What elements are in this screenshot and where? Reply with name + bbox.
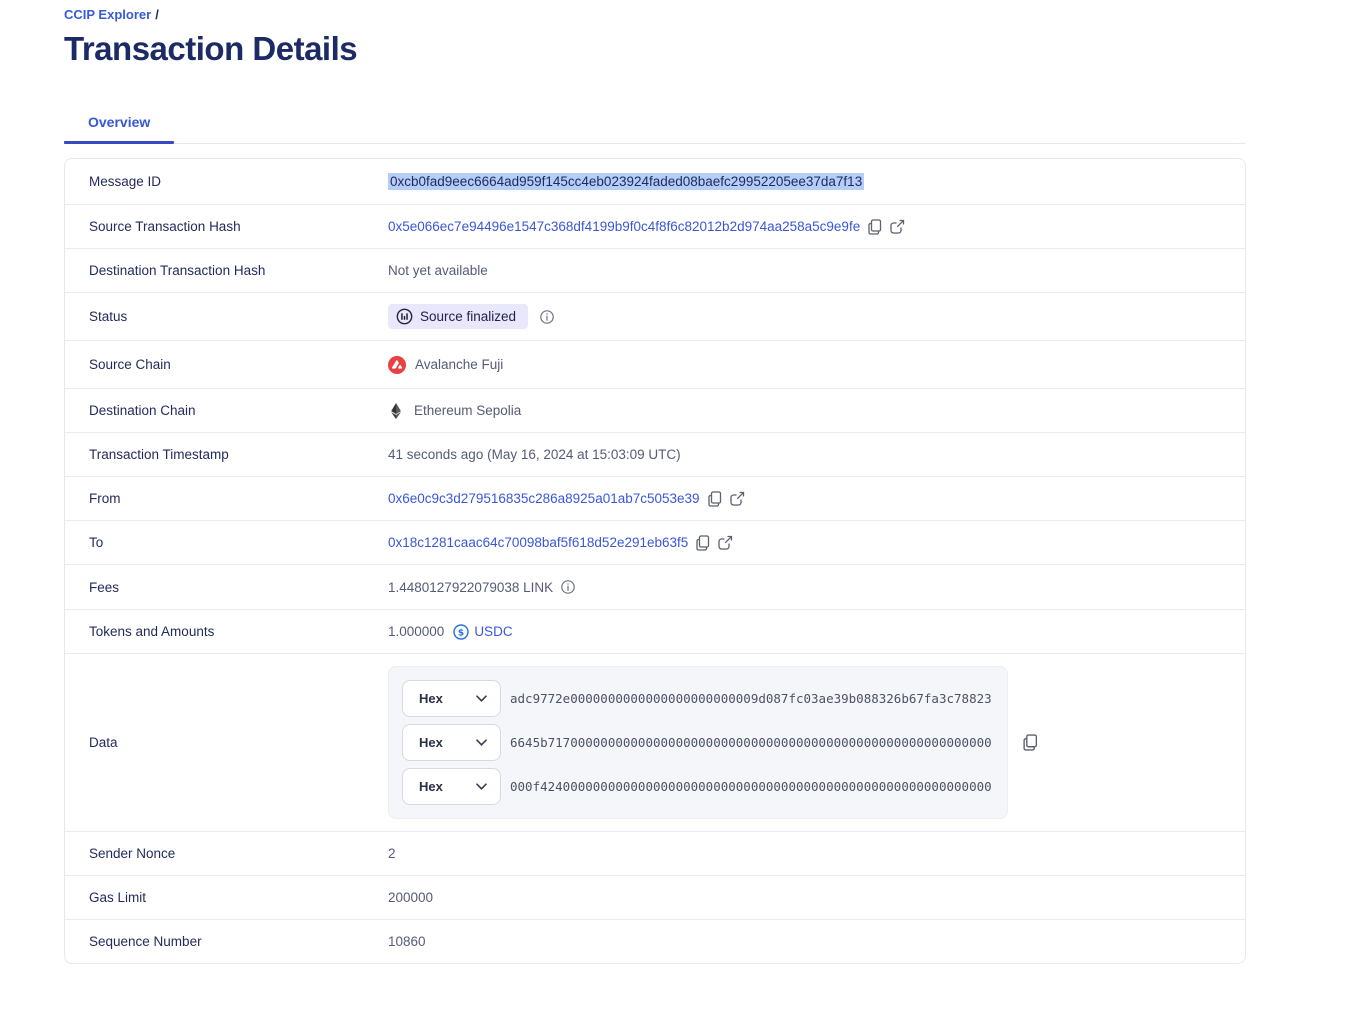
table-row-to: To 0x18c1281caac64c70098baf5f618d52e291e… (65, 520, 1245, 564)
external-link-icon[interactable] (729, 491, 745, 506)
data-line: Hex 000f42400000000000000000000000000000… (402, 768, 1007, 805)
breadcrumb-ccip-explorer-link[interactable]: CCIP Explorer (64, 7, 152, 22)
data-format-select[interactable]: Hex (402, 680, 501, 717)
breadcrumb: CCIP Explorer / (64, 7, 1246, 22)
status-badge-label: Source finalized (420, 309, 517, 324)
data-format-select[interactable]: Hex (402, 768, 501, 805)
usdc-icon: $ (453, 623, 470, 640)
row-label: Source Chain (89, 357, 171, 372)
ethereum-sepolia-icon (391, 402, 401, 419)
page-title: Transaction Details (64, 30, 358, 67)
copy-icon[interactable] (868, 218, 882, 235)
copy-icon[interactable] (1023, 734, 1038, 751)
row-label: Source Transaction Hash (89, 219, 241, 234)
sequence-number-value: 10860 (388, 934, 426, 949)
table-row-gas-limit: Gas Limit 200000 (65, 875, 1245, 919)
table-row-source-tx-hash: Source Transaction Hash 0x5e066ec7e94496… (65, 204, 1245, 248)
row-label: Sender Nonce (89, 846, 176, 861)
chevron-down-icon (476, 783, 487, 790)
data-format-select-value: Hex (419, 691, 443, 706)
table-row-from: From 0x6e0c9c3d279516835c286a8925a01ab7c… (65, 476, 1245, 520)
copy-icon[interactable] (696, 534, 710, 551)
external-link-icon[interactable] (890, 219, 905, 234)
row-label: Message ID (89, 174, 162, 189)
data-hex-line[interactable]: 000f424000000000000000000000000000000000… (510, 779, 992, 794)
row-label: Destination Chain (89, 403, 196, 418)
sender-nonce-value: 2 (388, 846, 396, 861)
data-format-select-value: Hex (419, 735, 443, 750)
data-hex-line[interactable]: adc9772e0000000000000000000000009d087fc0… (510, 691, 992, 706)
data-format-select-value: Hex (419, 779, 443, 794)
chevron-down-icon (476, 695, 487, 702)
status-progress-icon (396, 308, 413, 325)
dest-tx-hash-value: Not yet available (388, 263, 488, 278)
data-format-select[interactable]: Hex (402, 724, 501, 761)
row-label: Gas Limit (89, 890, 147, 905)
from-address-link[interactable]: 0x6e0c9c3d279516835c286a8925a01ab7c5053e… (388, 491, 700, 506)
table-row-fees: Fees 1.4480127922079038 LINK (65, 564, 1245, 609)
row-label: Sequence Number (89, 934, 202, 949)
token-amount: 1.000000 (388, 624, 445, 639)
tab-overview[interactable]: Overview (64, 108, 175, 144)
table-row-message-id: Message ID 0xcb0fad9eec6664ad959f145cc4e… (65, 159, 1245, 204)
transaction-details-table: Message ID 0xcb0fad9eec6664ad959f145cc4e… (64, 158, 1246, 964)
breadcrumb-separator: / (155, 7, 159, 22)
chevron-down-icon (476, 739, 487, 746)
table-row-status: Status Source finalized (65, 292, 1245, 340)
dest-chain-name: Ethereum Sepolia (414, 403, 522, 418)
source-chain-name: Avalanche Fuji (415, 357, 504, 372)
table-row-sequence-number: Sequence Number 10860 (65, 919, 1245, 963)
row-label: Status (89, 309, 128, 324)
row-label: Fees (89, 579, 120, 595)
table-row-sender-nonce: Sender Nonce 2 (65, 831, 1245, 875)
copy-icon[interactable] (707, 490, 722, 507)
table-row-data: Data Hex adc9772e00000000000000000000000… (65, 653, 1245, 831)
svg-text:$: $ (458, 628, 464, 638)
message-id-highlighted-text[interactable]: 0xcb0fad9eec6664ad959f145cc4eb023924fade… (388, 173, 865, 190)
table-row-source-chain: Source Chain Avalanche Fuji (65, 340, 1245, 388)
row-label: From (89, 491, 121, 506)
usdc-token-link[interactable]: $ USDC (453, 623, 513, 640)
fees-value: 1.4480127922079038 LINK (388, 579, 554, 595)
info-icon[interactable] (561, 580, 575, 594)
message-id-value: 0xcb0fad9eec6664ad959f145cc4eb023924fade… (388, 173, 865, 190)
row-label: Transaction Timestamp (89, 447, 229, 462)
row-label: Destination Transaction Hash (89, 263, 266, 278)
row-label: Data (89, 735, 118, 750)
table-row-dest-chain: Destination Chain Ethereum Sepolia (65, 388, 1245, 432)
data-hex-panel: Hex adc9772e0000000000000000000000009d08… (388, 666, 1008, 819)
gas-limit-value: 200000 (388, 890, 434, 905)
table-row-timestamp: Transaction Timestamp 41 seconds ago (Ma… (65, 432, 1245, 476)
transaction-details-page: CCIP Explorer / Transaction Details Overv… (64, 0, 1246, 964)
status-badge: Source finalized (388, 304, 529, 329)
timestamp-value: 41 seconds ago (May 16, 2024 at 15:03:09… (388, 447, 681, 462)
table-row-tokens: Tokens and Amounts 1.000000 $ USDC (65, 609, 1245, 653)
external-link-icon[interactable] (718, 535, 733, 550)
row-label: To (89, 535, 104, 550)
table-row-dest-tx-hash: Destination Transaction Hash Not yet ava… (65, 248, 1245, 292)
source-tx-hash-link[interactable]: 0x5e066ec7e94496e1547c368df4199b9f0c4f8f… (388, 219, 861, 234)
usdc-token-label: USDC (474, 624, 513, 639)
avalanche-fuji-icon (388, 355, 406, 374)
data-line: Hex adc9772e0000000000000000000000009d08… (402, 680, 1007, 717)
tab-bar: Overview (64, 108, 1246, 144)
info-icon[interactable] (540, 309, 554, 324)
data-hex-line[interactable]: 6645b71700000000000000000000000000000000… (510, 735, 992, 750)
to-address-link[interactable]: 0x18c1281caac64c70098baf5f618d52e291eb63… (388, 535, 689, 550)
data-line: Hex 6645b7170000000000000000000000000000… (402, 724, 1007, 761)
row-label: Tokens and Amounts (89, 624, 215, 639)
